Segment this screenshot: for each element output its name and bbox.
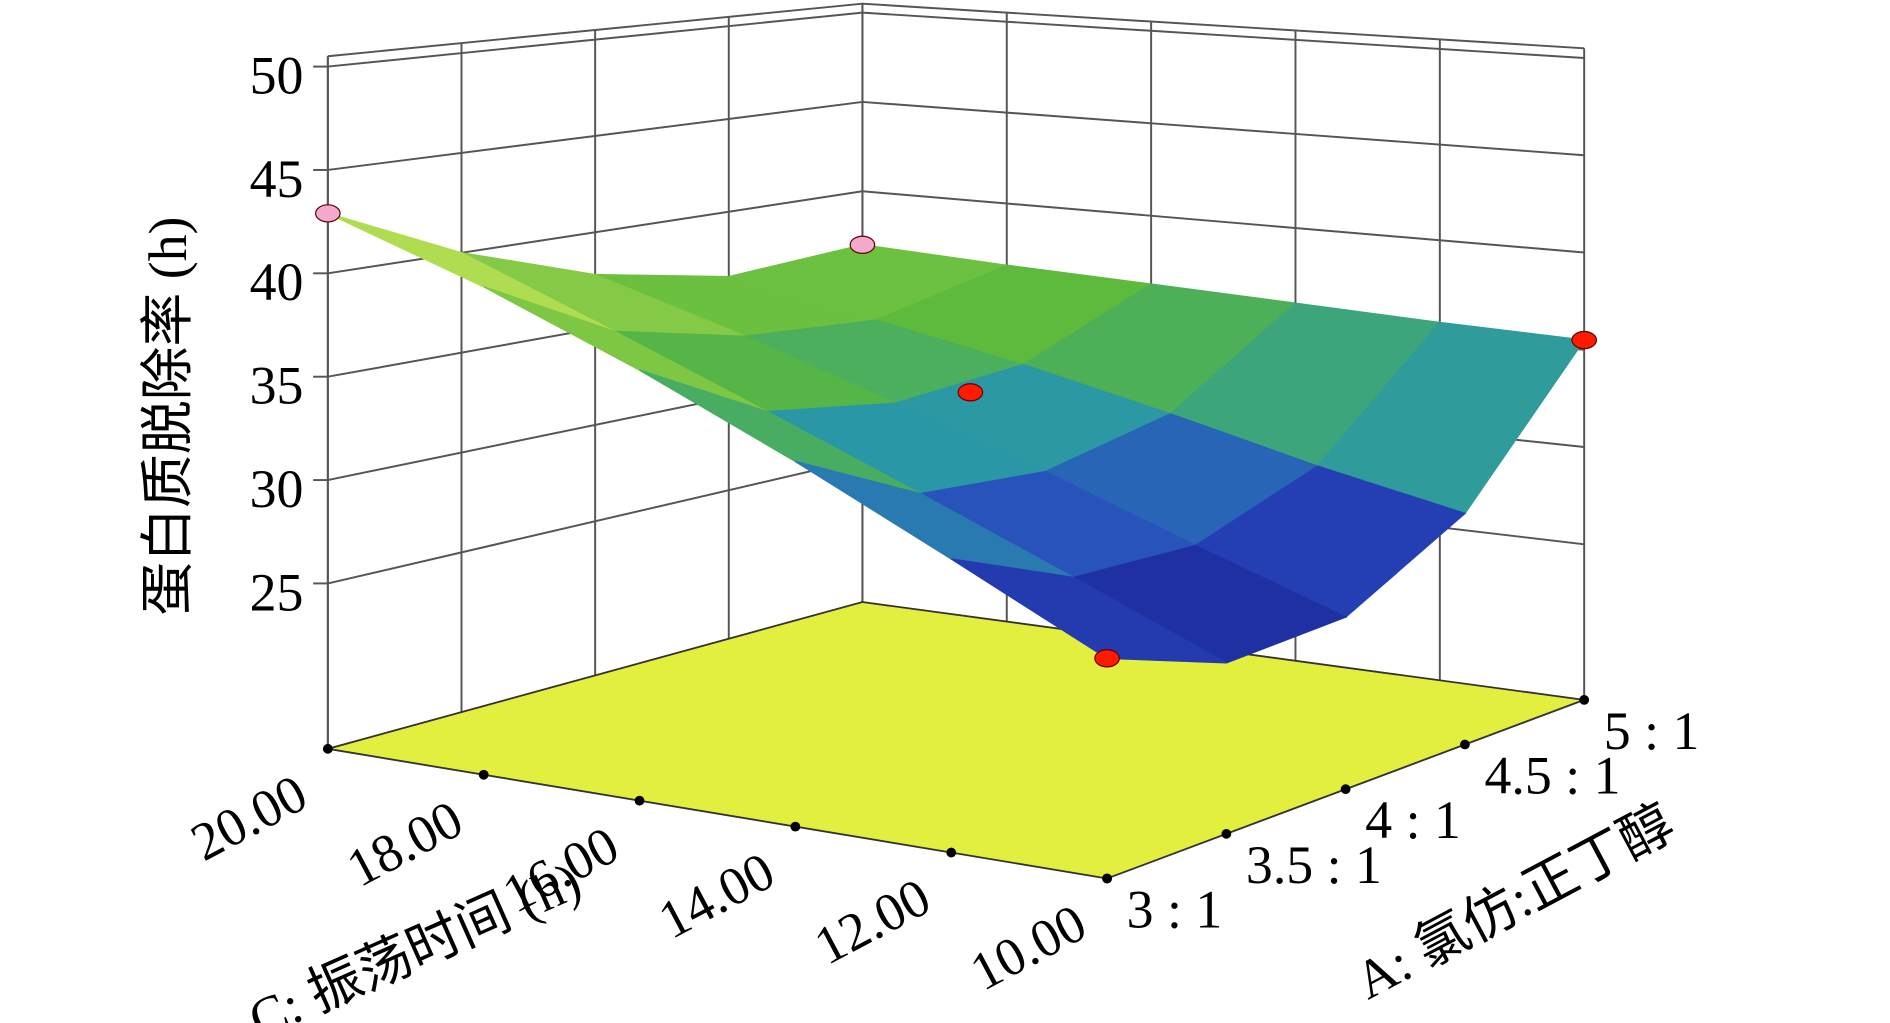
y-tick	[1340, 784, 1351, 795]
y-tick	[1221, 828, 1232, 839]
y-tick	[1102, 873, 1112, 884]
design-point	[849, 235, 876, 254]
x-axis-title: C: 振荡时间 (h)	[240, 850, 589, 1023]
design-point	[1094, 649, 1120, 668]
z-tick-label: 40	[250, 252, 304, 312]
design-point	[957, 383, 984, 402]
z-axis-title: 蛋白质脱除率 (h)	[138, 217, 198, 616]
x-tick-label: 20.00	[181, 763, 316, 873]
y-tick-label: 4 : 1	[1365, 790, 1461, 850]
y-tick	[1460, 739, 1470, 750]
x-tick-label: 14.00	[649, 841, 784, 951]
y-tick	[1579, 694, 1590, 705]
design-point	[1571, 330, 1598, 350]
floor	[327, 601, 1585, 880]
z-tick-label: 35	[250, 356, 304, 416]
y-tick-label: 3 : 1	[1127, 879, 1223, 939]
surface	[327, 212, 1586, 664]
x-tick-label: 12.00	[805, 866, 940, 976]
x-tick-label: 18.00	[337, 789, 472, 899]
x-tick	[790, 821, 801, 832]
grid-line	[327, 11, 1585, 68]
surface-patch	[950, 558, 1227, 664]
z-tick-label: 25	[250, 562, 304, 622]
x-tick	[946, 847, 957, 858]
x-tick-label: 10.00	[961, 892, 1096, 1002]
y-tick-label: 3.5 : 1	[1246, 835, 1382, 895]
x-tick	[634, 795, 645, 806]
grid-line	[327, 100, 1585, 171]
z-tick-label: 50	[250, 45, 304, 105]
z-tick-label: 30	[250, 459, 304, 519]
z-tick-label: 45	[250, 149, 304, 209]
x-tick	[478, 769, 489, 780]
design-points	[314, 204, 1598, 668]
y-tick-label: 4.5 : 1	[1484, 745, 1620, 805]
x-tick	[322, 743, 333, 754]
walls: 25 30 35 40 45 50	[250, 2, 1586, 749]
y-tick-label: 5 : 1	[1604, 701, 1700, 761]
design-point	[314, 204, 341, 223]
